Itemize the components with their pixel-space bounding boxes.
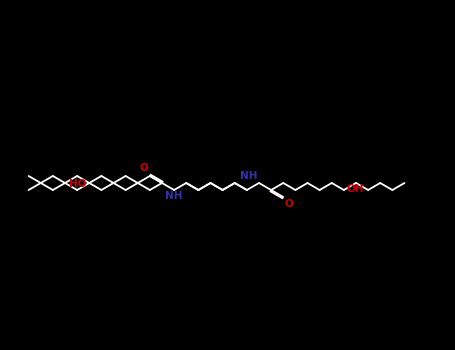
Text: NH: NH bbox=[165, 191, 183, 201]
Text: O: O bbox=[139, 163, 148, 173]
Text: O: O bbox=[284, 199, 293, 209]
Text: NH: NH bbox=[241, 171, 258, 181]
Text: HO: HO bbox=[69, 179, 86, 189]
Text: OH: OH bbox=[347, 184, 364, 194]
